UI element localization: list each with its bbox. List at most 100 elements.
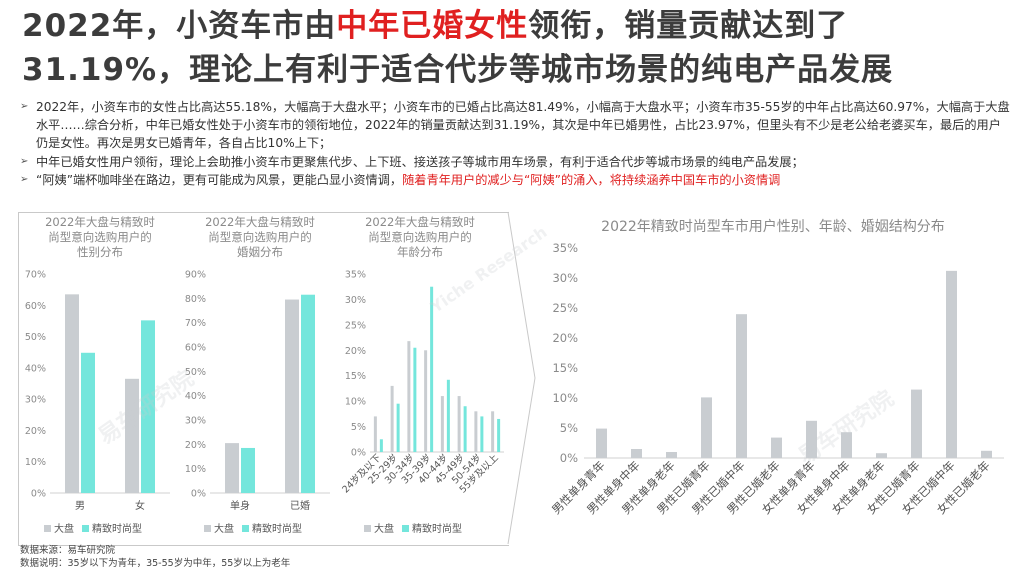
bar <box>390 385 394 452</box>
bar <box>463 406 467 452</box>
bar <box>491 411 495 452</box>
chart-title: 尚型意向选购用户的 <box>368 230 472 244</box>
source-line: 数据说明：35岁以下为青年，35-55岁为中年，55岁以上为老年 <box>20 558 291 569</box>
bullet-text: “阿姨”端杯咖啡坐在路边，更有可能成为风景，更能凸显小资情调，随着青年用户的减少… <box>36 172 781 187</box>
chart-title: 尚型意向选购用户的 <box>48 230 152 244</box>
bar <box>701 397 712 458</box>
page-title: 2022年，小资车市由中年已婚女性领衔，销量贡献达到了31.19%，理论上有利于… <box>22 8 894 88</box>
y-tick-label: 35% <box>345 270 366 281</box>
data-source-note: 数据来源：易车研究院 数据说明：35岁以下为青年，35-55岁为中年，55岁以上… <box>20 544 290 570</box>
bar <box>480 416 484 452</box>
bar <box>413 347 417 452</box>
y-tick-label: 30% <box>345 295 366 306</box>
arrow-bullet-icon: ➢ <box>20 101 29 112</box>
y-tick-label: 70% <box>25 270 46 281</box>
bar <box>225 443 239 493</box>
bullet-item: ➢ 2022年，小资车市的女性占比高达55.18%，大幅高于大盘水平；小资车市的… <box>20 98 1010 153</box>
y-tick-label: 30% <box>25 395 46 406</box>
chart-title: 年龄分布 <box>397 245 443 259</box>
y-tick-label: 20% <box>552 331 578 345</box>
y-tick-label: 60% <box>185 343 206 354</box>
legend-swatch <box>82 525 89 532</box>
bar <box>946 270 957 458</box>
y-tick-label: 15% <box>345 371 366 382</box>
legend-swatch <box>204 525 211 532</box>
bullet-highlight: 随着青年用户的减少与“阿姨”的涌入，将持续涵养中国车市的小资情调 <box>402 172 781 187</box>
y-tick-label: 80% <box>185 294 206 305</box>
y-tick-label: 20% <box>185 440 206 451</box>
bar <box>474 411 478 452</box>
y-tick-label: 25% <box>345 320 366 331</box>
y-tick-label: 15% <box>552 361 578 375</box>
legend-label: 大盘 <box>214 522 234 535</box>
bar <box>301 294 315 493</box>
structure-chart: 2022年精致时尚型车市用户性别、年龄、婚姻结构分布 0% 5% 10% 15% 20% 2… <box>549 218 1004 517</box>
x-tick-label: 女 <box>135 499 145 512</box>
bar <box>497 418 501 452</box>
title-highlight: 中年已婚女性 <box>336 8 529 44</box>
legend-swatch <box>402 525 409 532</box>
bar <box>666 452 677 458</box>
y-tick-label: 10% <box>552 391 578 405</box>
left-charts-panel <box>18 212 509 546</box>
bar <box>596 428 607 458</box>
bar <box>241 447 255 493</box>
y-tick-label: 0% <box>31 489 46 500</box>
y-tick-label: 10% <box>25 457 46 468</box>
legend-swatch <box>364 525 371 532</box>
y-tick-label: 40% <box>25 363 46 374</box>
y-tick-label: 10% <box>185 464 206 475</box>
y-tick-label: 50% <box>25 332 46 343</box>
bullet-item: ➢ 中年已婚女性用户领衔，理论上会助推小资车市更聚焦代步、上下班、接送孩子等城市… <box>20 153 1010 171</box>
y-tick-label: 5% <box>560 421 578 435</box>
chart-title: 2022年大盘与精致时 <box>45 215 155 229</box>
bar <box>396 403 400 452</box>
x-tick-label: 男 <box>75 500 85 512</box>
y-tick-label: 30% <box>552 271 578 285</box>
y-tick-label: 30% <box>185 416 206 427</box>
legend-label: 精致时尚型 <box>252 522 302 535</box>
bar <box>446 379 450 452</box>
bullet-item: ➢ “阿姨”端杯咖啡坐在路边，更有可能成为风景，更能凸显小资情调，随着青年用户的… <box>20 171 1010 189</box>
legend-label: 大盘 <box>54 522 74 535</box>
legend-label: 大盘 <box>374 522 394 535</box>
bar <box>841 432 852 458</box>
bar <box>285 299 299 493</box>
bar <box>424 350 428 452</box>
bar <box>81 352 95 493</box>
bar <box>876 453 887 458</box>
bar <box>981 450 992 458</box>
source-line: 数据来源：易车研究院 <box>20 545 116 556</box>
bar <box>379 439 383 452</box>
bar <box>457 396 461 452</box>
bar <box>911 389 922 458</box>
y-tick-label: 60% <box>25 301 46 312</box>
bar <box>806 420 817 458</box>
y-tick-label: 50% <box>185 367 206 378</box>
chart-title: 性别分布 <box>77 245 123 259</box>
bar <box>440 396 444 452</box>
y-tick-label: 20% <box>345 346 366 357</box>
bar <box>141 320 155 493</box>
arrow-bullet-icon: ➢ <box>20 155 29 167</box>
bar <box>430 286 434 452</box>
x-tick-label: 单身 <box>230 499 250 512</box>
bullet-list: ➢ 2022年，小资车市的女性占比高达55.18%，大幅高于大盘水平；小资车市的… <box>20 98 1010 189</box>
y-tick-label: 25% <box>552 301 578 315</box>
bar <box>631 449 642 458</box>
y-tick-label: 0% <box>351 448 366 459</box>
legend-swatch <box>44 525 51 532</box>
y-tick-label: 0% <box>560 451 578 465</box>
y-tick-label: 0% <box>191 489 206 500</box>
legend-label: 精致时尚型 <box>412 522 462 535</box>
bar <box>125 378 139 493</box>
bar <box>65 294 79 493</box>
y-tick-label: 5% <box>351 422 366 433</box>
y-tick-label: 40% <box>185 391 206 402</box>
bar <box>736 314 747 458</box>
chart-title: 2022年大盘与精致时 <box>365 215 475 229</box>
